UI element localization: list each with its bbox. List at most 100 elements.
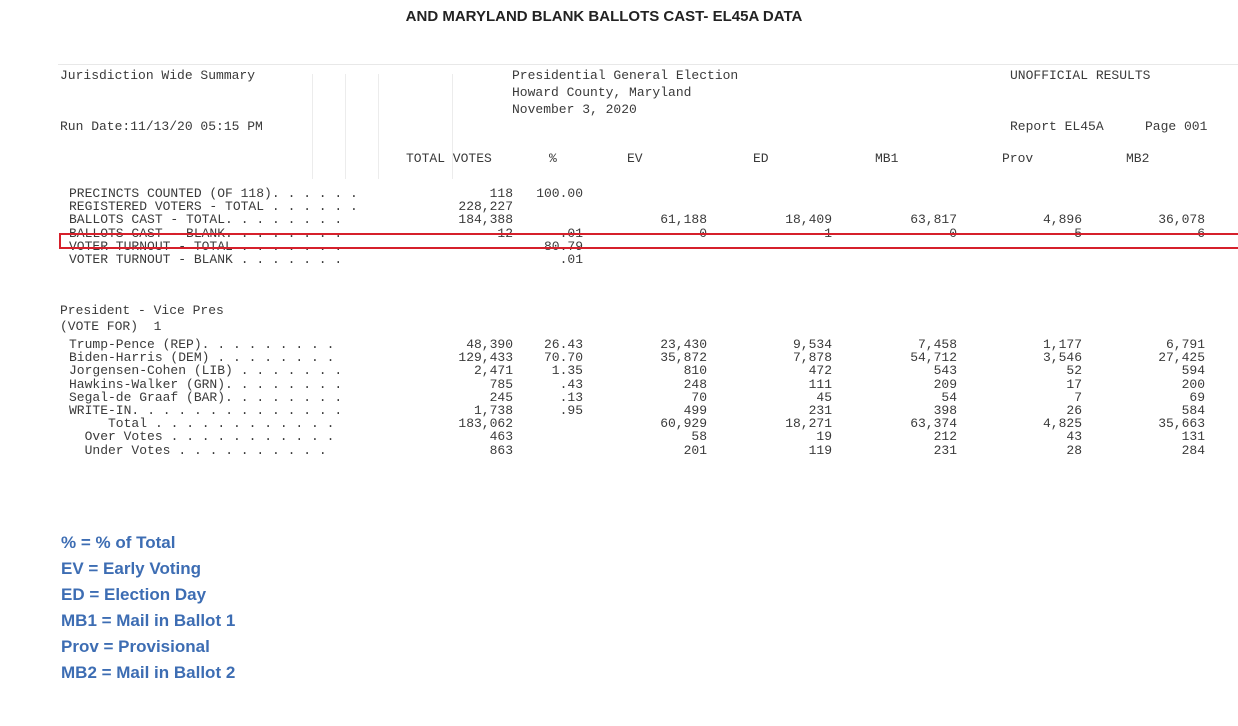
table-row: Over Votes . . . . . . . . . . . 463 58 19 21… [0, 430, 1238, 443]
cell-prov: 4,896 [1042, 212, 1082, 228]
cell-mb1: 231 [933, 442, 957, 458]
table-row: Hawkins-Walker (GRN). . . . . . . . 785 .43… [0, 378, 1238, 391]
legend-item-pct: % = % of Total [61, 533, 176, 552]
row-leader-dots: . . . . . [287, 186, 358, 201]
table-row: Under Votes . . . . . . . . . . 863 201 119 2… [0, 444, 1238, 457]
cell-mb1: 543 [933, 363, 957, 379]
row-leader-dots: . . . . . . . [240, 252, 343, 267]
cell-total-votes: 785 [489, 376, 513, 392]
cell-mb2: 69 [1189, 389, 1205, 405]
row-label: Over Votes [69, 429, 163, 445]
cell-mb1: 209 [933, 376, 957, 392]
cell-ed: 45 [816, 389, 832, 405]
row-label: PRECINCTS COUNTED (OF 118). [69, 186, 280, 201]
cell-ed: 111 [808, 376, 832, 392]
row-label: Under Votes [69, 442, 171, 458]
column-header-mb1: MB1 [875, 151, 899, 166]
cell-total-votes: 228,227 [458, 199, 513, 215]
row-label: VOTER TURNOUT - TOTAL [69, 238, 233, 254]
row-leader-dots: . . . . . . . [240, 389, 343, 405]
row-label: VOTER TURNOUT - BLANK [69, 252, 233, 267]
cell-ed: 9,534 [792, 337, 832, 352]
report-id: Report EL45A [1010, 119, 1104, 134]
cell-total-votes: 129,433 [458, 350, 513, 366]
cell-ev: 810 [683, 363, 707, 379]
cell-percent: 70.70 [543, 350, 583, 366]
cell-total-votes: 184,388 [458, 212, 513, 228]
scan-guide-line [312, 74, 313, 179]
cell-total-votes: 1,738 [473, 403, 513, 418]
election-line-2: Howard County, Maryland [512, 85, 692, 100]
cell-mb2: 35,663 [1158, 416, 1205, 432]
cell-ed: 231 [808, 403, 832, 418]
run-date: Run Date:11/13/20 05:15 PM [60, 119, 263, 134]
cell-mb1: 54 [941, 389, 957, 405]
cell-mb2: 584 [1181, 403, 1205, 418]
cell-percent: 1.35 [551, 363, 583, 379]
blank-ballots-highlight [59, 233, 1238, 249]
scan-guide-line [345, 74, 346, 179]
table-row: VOTER TURNOUT - TOTAL . . . . . . . 80.79 [0, 240, 1238, 253]
cell-ed: 18,409 [785, 212, 832, 228]
cell-ed: 472 [808, 363, 832, 379]
summary-title: Jurisdiction Wide Summary [60, 68, 256, 83]
row-leader-dots: . . . . . . . . [217, 337, 335, 352]
column-header-ev: EV [627, 151, 643, 166]
row-leader-dots: . . . . . . . [240, 363, 343, 379]
cell-prov: 3,546 [1042, 350, 1082, 366]
cell-mb1: 63,817 [910, 212, 957, 228]
election-line-1: Presidential General Election [512, 68, 739, 83]
cell-percent: 26.43 [543, 337, 583, 352]
table-row: REGISTERED VOTERS - TOTAL . . . . . . 228,… [0, 200, 1238, 213]
cell-ev: 61,188 [660, 212, 707, 228]
cell-percent: 100.00 [536, 186, 583, 201]
cell-ev: 35,872 [660, 350, 707, 366]
column-header-pct: % [549, 151, 557, 166]
cell-total-votes: 463 [489, 429, 513, 445]
row-label: WRITE-IN. [69, 403, 140, 418]
row-label: Total [69, 416, 148, 432]
cell-ev: 248 [683, 376, 707, 392]
cell-percent: .95 [559, 403, 583, 418]
cell-total-votes: 183,062 [458, 416, 513, 432]
cell-prov: 52 [1066, 363, 1082, 379]
table-row: PRECINCTS COUNTED (OF 118). . . . . . 118 1… [0, 187, 1238, 200]
cell-ev: 70 [691, 389, 707, 405]
row-label: Segal-de Graaf (BAR). [69, 389, 233, 405]
cell-prov: 4,825 [1042, 416, 1082, 432]
legend-item-mb1: MB1 = Mail in Ballot 1 [61, 611, 236, 630]
abbreviation-legend: % = % of Total EV = Early Voting ED = El… [61, 530, 235, 686]
contest-title: President - Vice Pres [60, 303, 224, 318]
cell-ed: 19 [816, 429, 832, 445]
row-leader-dots: . . . . . . . . [217, 350, 335, 366]
contest-vote-for: (VOTE FOR) 1 [60, 319, 162, 334]
table-row: Jorgensen-Cohen (LIB) . . . . . . . 2,471 1… [0, 364, 1238, 377]
row-leader-dots: . . . . . . . . . . . . [155, 416, 335, 432]
cell-prov: 17 [1066, 376, 1082, 392]
cell-ed: 7,878 [792, 350, 832, 366]
cell-ev: 58 [691, 429, 707, 445]
legend-item-ed: ED = Election Day [61, 585, 207, 604]
cell-mb2: 594 [1181, 363, 1205, 379]
table-row: WRITE-IN. . . . . . . . . . . . . . 1,738.… [0, 404, 1238, 417]
cell-mb2: 284 [1181, 442, 1205, 458]
cell-total-votes: 48,390 [466, 337, 513, 352]
cell-total-votes: 118 [489, 186, 513, 201]
cell-prov: 28 [1066, 442, 1082, 458]
sheet-top-border [58, 64, 1238, 65]
cell-ev: 499 [683, 403, 707, 418]
column-header-row: TOTAL VOTES % EV ED MB1 Prov MB2 [0, 152, 1238, 165]
document-heading: AND MARYLAND BLANK BALLOTS CAST- EL45A D… [405, 8, 803, 25]
column-header-ed: ED [753, 151, 769, 166]
cell-mb2: 200 [1181, 376, 1205, 392]
election-line-3: November 3, 2020 [512, 102, 637, 117]
row-label: Trump-Pence (REP). [69, 337, 210, 352]
cell-ev: 60,929 [660, 416, 707, 432]
cell-mb1: 63,374 [910, 416, 957, 432]
cell-total-votes: 863 [489, 442, 513, 458]
row-label: Jorgensen-Cohen (LIB) [69, 363, 233, 379]
row-leader-dots: . . . . . . . [240, 212, 343, 228]
cell-mb2: 6,791 [1165, 337, 1205, 352]
row-label: Biden-Harris (DEM) [69, 350, 210, 366]
cell-percent: .13 [559, 389, 583, 405]
